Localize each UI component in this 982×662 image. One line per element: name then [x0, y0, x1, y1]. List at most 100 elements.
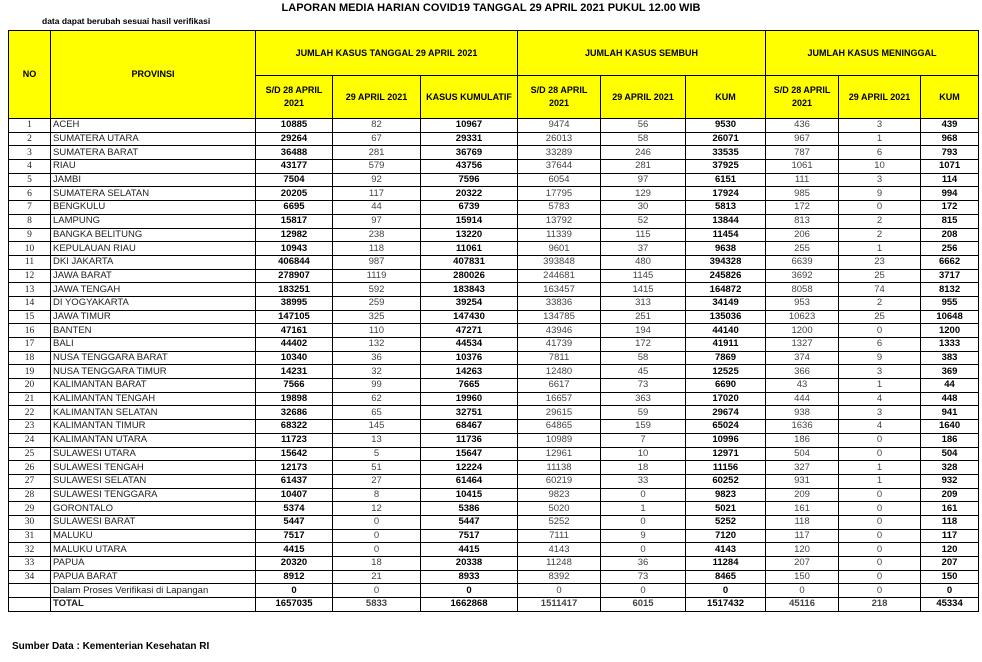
row-number: 6 — [8, 186, 51, 202]
value-cell: 6617 — [517, 378, 602, 393]
value-cell: 11454 — [685, 227, 767, 243]
value-cell: 5020 — [517, 501, 602, 516]
data-row: 22 KALIMANTAN SELATAN 32686 65 32751 29615 59 2… — [8, 405, 980, 421]
value-cell: 10648 — [920, 309, 980, 325]
row-number: 16 — [8, 323, 51, 338]
value-cell: 1636 — [765, 419, 840, 434]
total-label: TOTAL — [50, 597, 256, 612]
value-cell: 8465 — [685, 569, 767, 585]
value-cell: 8132 — [920, 282, 980, 297]
value-cell: 17020 — [685, 391, 767, 407]
value-cell: 150 — [765, 569, 840, 585]
value-cell: 56 — [600, 118, 687, 133]
value-cell: 114 — [920, 172, 980, 188]
value-cell: 5021 — [685, 501, 767, 516]
data-row: 4 RIAU 43177 579 43756 37644 281 37925 1061 10 107… — [8, 159, 980, 174]
value-cell: 0 — [838, 200, 922, 215]
value-cell: 59 — [600, 405, 687, 421]
value-cell: 5783 — [517, 200, 602, 215]
value-cell: 32 — [332, 364, 421, 380]
row-number: 14 — [8, 295, 51, 311]
value-cell: 33 — [600, 473, 687, 489]
row-number: 9 — [8, 227, 51, 243]
value-cell: 994 — [920, 186, 980, 202]
value-cell: 2 — [838, 227, 922, 243]
value-cell: 25 — [838, 309, 922, 325]
province-name: PAPUA BARAT — [50, 569, 256, 585]
value-cell: 932 — [920, 473, 980, 489]
value-cell: 374 — [765, 350, 840, 366]
value-cell: 10415 — [419, 487, 519, 503]
row-number: 33 — [8, 556, 51, 571]
province-name: JAWA BARAT — [50, 268, 256, 284]
value-cell: 164872 — [685, 282, 767, 297]
value-cell: 363 — [600, 391, 687, 407]
value-cell: 115 — [600, 227, 687, 243]
value-cell: 938 — [765, 405, 840, 421]
value-cell: 0 — [838, 569, 922, 585]
value-cell: 0 — [332, 583, 421, 599]
value-cell: 6662 — [920, 254, 980, 270]
value-cell: 444 — [765, 391, 840, 407]
value-cell: 281 — [332, 145, 421, 161]
value-cell: 0 — [332, 542, 421, 557]
row-number: 25 — [8, 446, 51, 462]
value-cell: 145 — [332, 419, 421, 434]
value-cell: 97 — [600, 172, 687, 188]
value-cell: 6739 — [419, 200, 519, 215]
province-name: JAWA TIMUR — [50, 309, 256, 325]
value-cell: 0 — [838, 542, 922, 557]
value-cell: 20205 — [255, 186, 333, 202]
value-cell: 11736 — [419, 432, 519, 448]
value-cell: 61464 — [419, 473, 519, 489]
value-cell: 7665 — [419, 378, 519, 393]
value-cell: 10996 — [685, 432, 767, 448]
subheader: S/D 28 APRIL 2021 — [765, 75, 840, 119]
value-cell: 129 — [600, 186, 687, 202]
value-cell: 36 — [600, 556, 687, 571]
value-cell: 47271 — [419, 323, 519, 338]
value-cell: 45116 — [765, 597, 840, 612]
value-cell: 0 — [920, 583, 980, 599]
value-cell: 11156 — [685, 460, 767, 475]
value-cell: 2 — [838, 213, 922, 229]
value-cell: 0 — [600, 583, 687, 599]
value-cell: 111 — [765, 172, 840, 188]
total-row: TOTAL 1657035 5833 1662868 1511417 6015 151743… — [8, 597, 980, 612]
group-header: JUMLAH KASUS MENINGGAL — [765, 30, 980, 76]
value-cell: 436 — [765, 118, 840, 133]
value-cell: 504 — [765, 446, 840, 462]
value-cell: 787 — [765, 145, 840, 161]
value-cell: 52 — [600, 213, 687, 229]
value-cell: 58 — [600, 131, 687, 147]
value-cell: 4143 — [517, 542, 602, 557]
province-name: LAMPUNG — [50, 213, 256, 229]
province-name: JAWA TENGAH — [50, 282, 256, 297]
province-name: SUMATERA SELATAN — [50, 186, 256, 202]
value-cell: 985 — [765, 186, 840, 202]
value-cell: 9823 — [685, 487, 767, 503]
value-cell: 6639 — [765, 254, 840, 270]
data-row: 31 MALUKU 7517 0 7517 7111 9 7120 117 0 117 — [8, 528, 980, 544]
value-cell: 172 — [600, 337, 687, 352]
value-cell: 328 — [920, 460, 980, 475]
row-number: 23 — [8, 419, 51, 434]
value-cell: 1200 — [765, 323, 840, 338]
value-cell: 8392 — [517, 569, 602, 585]
value-cell: 1200 — [920, 323, 980, 338]
value-cell: 5386 — [419, 501, 519, 516]
data-row: 28 SULAWESI TENGGARA 10407 8 10415 9823 0 9823 2… — [8, 487, 980, 503]
value-cell: 0 — [600, 487, 687, 503]
row-number: 12 — [8, 268, 51, 284]
value-cell: 8058 — [765, 282, 840, 297]
value-cell: 7811 — [517, 350, 602, 366]
value-cell: 15647 — [419, 446, 519, 462]
data-row: 21 KALIMANTAN TENGAH 19898 62 19960 16657 363 1… — [8, 391, 980, 407]
value-cell: 9 — [838, 350, 922, 366]
value-cell: 953 — [765, 295, 840, 311]
row-number: 17 — [8, 337, 51, 352]
row-number: 18 — [8, 350, 51, 366]
data-row: 7 BENGKULU 6695 44 6739 5783 30 5813 172 0 172 — [8, 200, 980, 215]
value-cell: 0 — [765, 583, 840, 599]
value-cell: 394328 — [685, 254, 767, 270]
